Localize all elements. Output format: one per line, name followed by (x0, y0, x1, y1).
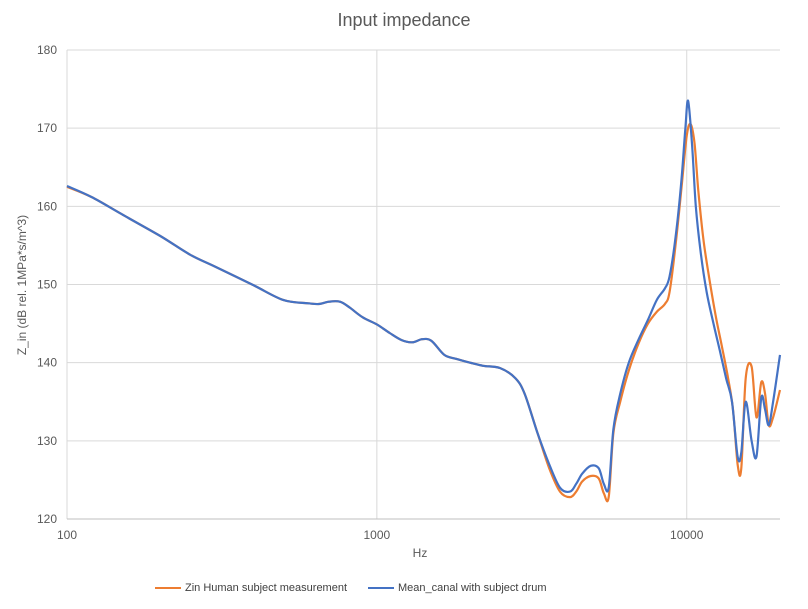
legend-item-mean-canal: Mean_canal with subject drum (368, 582, 547, 594)
grid-lines (66, 49, 780, 520)
y-tick-label: 170 (37, 121, 57, 135)
chart-title: Input impedance (337, 10, 471, 30)
series-line-human-measurement (66, 122, 782, 503)
x-tick-label: 10000 (670, 528, 704, 542)
y-tick-label: 120 (37, 512, 57, 526)
y-axis-title: Z_in (dB rel. 1MPa*s/m^3) (15, 214, 29, 356)
x-tick-label: 1000 (364, 528, 391, 542)
legend-label: Zin Human subject measurement (185, 582, 348, 594)
x-tick-label: 100 (57, 528, 77, 542)
series-line-mean-canal (66, 99, 782, 494)
legend-label: Mean_canal with subject drum (398, 582, 547, 594)
y-tick-label: 130 (37, 434, 57, 448)
tick-labels: 120 130 140 150 160 170 180 100 1000 10000 (37, 43, 704, 542)
y-tick-label: 160 (37, 199, 57, 213)
legend-swatch-orange (155, 587, 181, 589)
y-tick-label: 150 (37, 278, 57, 292)
legend-item-human-measurement: Zin Human subject measurement (155, 582, 347, 594)
x-axis-title: Hz (412, 546, 428, 560)
legend: Zin Human subject measurement Mean_canal… (0, 582, 808, 598)
series-lines (66, 99, 782, 503)
legend-swatch-blue (368, 587, 394, 589)
y-tick-label: 140 (37, 356, 57, 370)
y-tick-label: 180 (37, 43, 57, 57)
